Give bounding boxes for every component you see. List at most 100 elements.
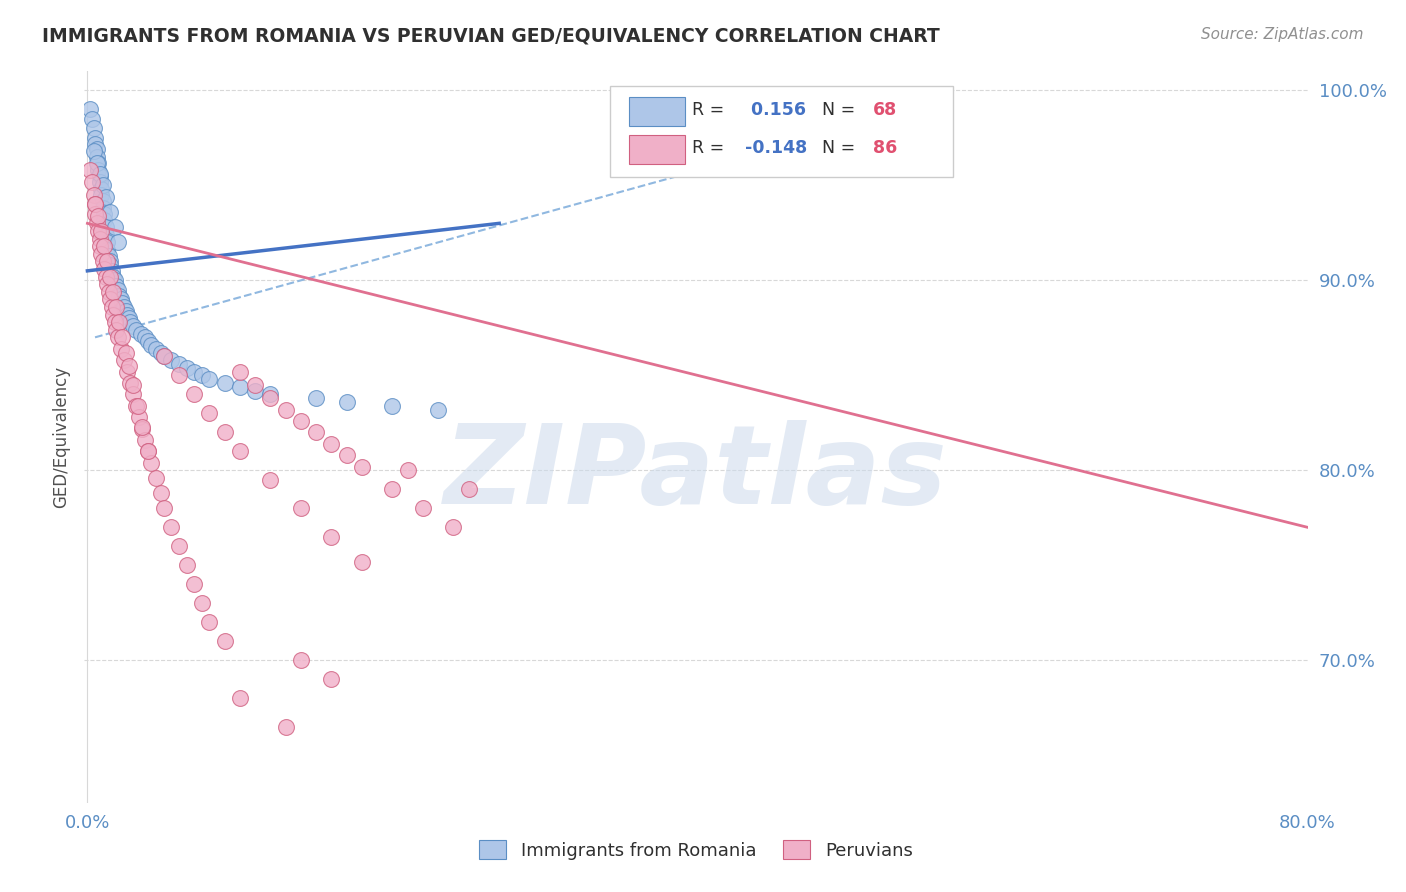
Point	[125, 399, 148, 413]
Point	[94, 190, 117, 204]
Point	[98, 293, 121, 307]
Point	[183, 387, 205, 401]
Point	[127, 399, 149, 413]
Point	[145, 471, 167, 485]
Point	[229, 365, 252, 379]
Point	[105, 323, 128, 337]
Point	[80, 112, 103, 126]
Text: Source: ZipAtlas.com: Source: ZipAtlas.com	[1201, 27, 1364, 42]
Point	[290, 501, 312, 516]
Point	[149, 486, 172, 500]
Point	[134, 433, 156, 447]
Point	[191, 596, 214, 610]
Y-axis label: GED/Equivalency: GED/Equivalency	[52, 366, 70, 508]
Point	[120, 376, 142, 390]
Text: 0.156: 0.156	[745, 101, 806, 120]
Point	[79, 103, 101, 117]
Text: ZIPatlas: ZIPatlas	[444, 420, 948, 527]
Point	[115, 365, 138, 379]
Point	[183, 577, 205, 591]
Point	[96, 254, 118, 268]
Point	[93, 207, 115, 221]
Point	[91, 178, 114, 193]
Point	[198, 406, 221, 420]
Point	[229, 691, 252, 706]
Point	[138, 444, 160, 458]
Point	[112, 353, 135, 368]
Point	[134, 330, 156, 344]
Point	[176, 360, 198, 375]
Text: R =: R =	[692, 101, 724, 120]
Text: 68: 68	[873, 101, 897, 120]
Point	[107, 330, 129, 344]
Point	[112, 300, 135, 314]
Point	[80, 175, 103, 189]
Point	[117, 311, 139, 326]
Point	[103, 308, 125, 322]
Point	[321, 673, 343, 687]
Point	[243, 377, 266, 392]
Point	[89, 231, 111, 245]
Text: 86: 86	[873, 139, 897, 157]
Point	[114, 345, 136, 359]
Point	[103, 269, 125, 284]
Point	[89, 239, 111, 253]
Point	[108, 315, 131, 329]
Text: R =: R =	[692, 139, 724, 157]
Point	[214, 634, 236, 648]
Point	[84, 197, 107, 211]
Point	[96, 277, 118, 292]
Point	[274, 720, 297, 734]
Point	[89, 175, 111, 189]
Point	[105, 300, 128, 314]
Point	[183, 365, 205, 379]
Point	[141, 338, 163, 352]
Point	[259, 387, 281, 401]
Point	[111, 330, 134, 344]
Point	[443, 520, 465, 534]
Point	[122, 387, 145, 401]
Point	[91, 201, 114, 215]
Point	[214, 425, 236, 440]
Point	[90, 182, 112, 196]
Point	[141, 456, 163, 470]
Point	[457, 483, 479, 497]
Point	[321, 436, 343, 450]
Point	[396, 463, 419, 477]
Point	[104, 273, 127, 287]
Point	[350, 555, 373, 569]
Point	[84, 207, 107, 221]
Point	[104, 315, 127, 329]
Point	[259, 391, 281, 405]
Point	[229, 444, 252, 458]
Point	[321, 530, 343, 544]
Point	[128, 410, 150, 425]
Legend: Immigrants from Romania, Peruvians: Immigrants from Romania, Peruvians	[472, 833, 920, 867]
Point	[101, 264, 124, 278]
Point	[87, 224, 110, 238]
Point	[107, 235, 129, 250]
Point	[152, 349, 174, 363]
Point	[198, 372, 221, 386]
Point	[90, 187, 112, 202]
Point	[114, 303, 136, 318]
Point	[305, 391, 328, 405]
Point	[381, 483, 404, 497]
Point	[336, 395, 359, 409]
Point	[90, 246, 112, 260]
Point	[96, 243, 118, 257]
Point	[98, 258, 121, 272]
Point	[83, 121, 105, 136]
Point	[93, 262, 115, 277]
Point	[94, 220, 117, 235]
Point	[83, 187, 105, 202]
Point	[117, 359, 139, 373]
Point	[214, 376, 236, 390]
Point	[91, 194, 114, 208]
Point	[138, 444, 160, 458]
Point	[412, 501, 434, 516]
Point	[110, 293, 132, 307]
Point	[427, 402, 450, 417]
FancyBboxPatch shape	[610, 86, 953, 178]
Point	[290, 414, 312, 428]
